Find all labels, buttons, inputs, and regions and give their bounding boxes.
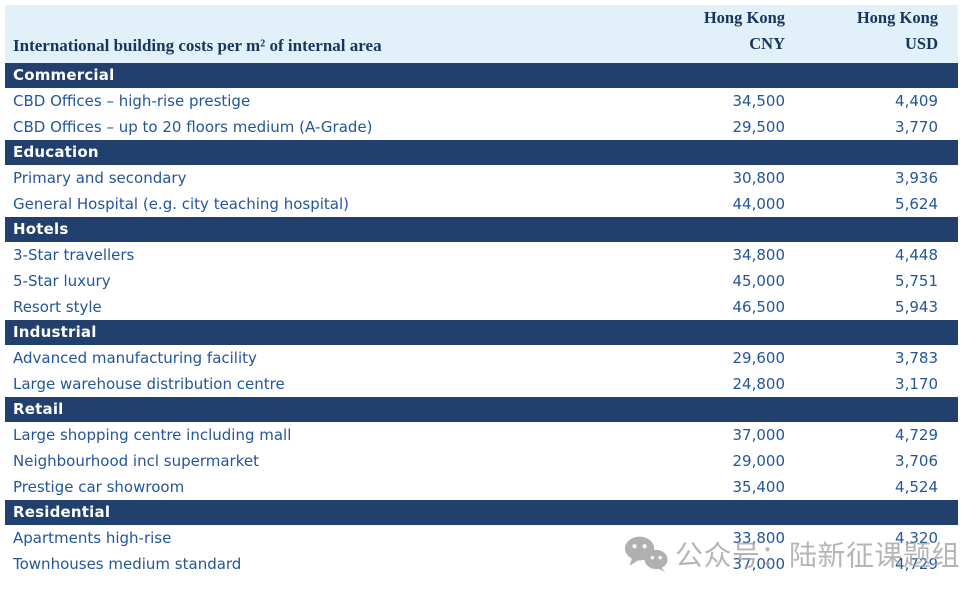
row-label: Apartments high-rise xyxy=(5,525,627,552)
row-usd-value: 5,624 xyxy=(787,191,958,218)
section-title: Industrial xyxy=(5,320,958,346)
table-row: 5-Star luxury 45,000 5,751 xyxy=(5,268,958,295)
table-row: Advanced manufacturing facility 29,600 3,7… xyxy=(5,345,958,372)
section-title: Hotels xyxy=(5,217,958,243)
row-label: Advanced manufacturing facility xyxy=(5,345,627,372)
column-region-label: Hong Kong xyxy=(703,8,785,27)
section-header-row: Retail xyxy=(5,397,958,423)
row-cny-value: 45,000 xyxy=(627,268,787,295)
column-currency-label: USD xyxy=(904,33,938,53)
row-cny-value: 37,000 xyxy=(627,422,787,449)
section-header-row: Residential xyxy=(5,500,958,526)
row-usd-value: 4,524 xyxy=(787,474,958,501)
row-cny-value: 24,800 xyxy=(627,371,787,398)
row-usd-value: 4,409 xyxy=(787,88,958,115)
row-usd-value: 3,706 xyxy=(787,448,958,475)
row-label: Resort style xyxy=(5,294,627,321)
row-cny-value: 30,800 xyxy=(627,165,787,192)
table-row: General Hospital (e.g. city teaching hos… xyxy=(5,191,958,218)
table-row: CBD Offices – high-rise prestige 34,500 4,… xyxy=(5,88,958,115)
row-usd-value: 4,729 xyxy=(787,551,958,578)
section-header-row: Education xyxy=(5,140,958,166)
row-usd-value: 3,936 xyxy=(787,165,958,192)
row-usd-value: 4,729 xyxy=(787,422,958,449)
row-usd-value: 4,320 xyxy=(787,525,958,552)
row-cny-value: 33,800 xyxy=(627,525,787,552)
table-row: Apartments high-rise 33,800 4,320 xyxy=(5,525,958,552)
row-usd-value: 3,783 xyxy=(787,345,958,372)
section-header-row: Hotels xyxy=(5,217,958,243)
row-cny-value: 29,500 xyxy=(627,114,787,141)
row-usd-value: 3,770 xyxy=(787,114,958,141)
row-label: Townhouses medium standard xyxy=(5,551,627,578)
table-row: Large shopping centre including mall 37,0… xyxy=(5,422,958,449)
row-label: Primary and secondary xyxy=(5,165,627,192)
row-cny-value: 35,400 xyxy=(627,474,787,501)
row-usd-value: 4,448 xyxy=(787,242,958,269)
table-row: CBD Offices – up to 20 floors medium (A-… xyxy=(5,114,958,141)
row-label: CBD Offices – up to 20 floors medium (A-… xyxy=(5,114,627,141)
building-costs-panel: International building costs per m² of i… xyxy=(5,5,958,578)
table-row: Neighbourhood incl supermarket 29,000 3,70… xyxy=(5,448,958,475)
row-usd-value: 3,170 xyxy=(787,371,958,398)
section-header-row: Industrial xyxy=(5,320,958,346)
section-title: Residential xyxy=(5,500,958,526)
section-header-row: Commercial xyxy=(5,63,958,89)
table-header-row: International building costs per m² of i… xyxy=(5,5,958,64)
row-cny-value: 29,000 xyxy=(627,448,787,475)
table-row: 3-Star travellers 34,800 4,448 xyxy=(5,242,958,269)
table-row: Townhouses medium standard 37,000 4,729 xyxy=(5,551,958,578)
table-row: Prestige car showroom 35,400 4,524 xyxy=(5,474,958,501)
row-usd-value: 5,751 xyxy=(787,268,958,295)
column-currency-label: CNY xyxy=(749,33,785,53)
section-title: Commercial xyxy=(5,63,958,89)
column-header-usd: Hong Kong USD xyxy=(787,5,958,64)
row-usd-value: 5,943 xyxy=(787,294,958,321)
row-cny-value: 34,500 xyxy=(627,88,787,115)
table-row: Large warehouse distribution centre 24,80… xyxy=(5,371,958,398)
row-cny-value: 46,500 xyxy=(627,294,787,321)
row-cny-value: 29,600 xyxy=(627,345,787,372)
row-cny-value: 37,000 xyxy=(627,551,787,578)
row-label: 5-Star luxury xyxy=(5,268,627,295)
row-label: Large warehouse distribution centre xyxy=(5,371,627,398)
table-row: Primary and secondary 30,800 3,936 xyxy=(5,165,958,192)
building-costs-table: International building costs per m² of i… xyxy=(5,5,958,578)
row-label: General Hospital (e.g. city teaching hos… xyxy=(5,191,627,218)
row-label: CBD Offices – high-rise prestige xyxy=(5,88,627,115)
row-label: Prestige car showroom xyxy=(5,474,627,501)
row-label: Large shopping centre including mall xyxy=(5,422,627,449)
row-cny-value: 44,000 xyxy=(627,191,787,218)
row-label: Neighbourhood incl supermarket xyxy=(5,448,627,475)
row-cny-value: 34,800 xyxy=(627,242,787,269)
row-label: 3-Star travellers xyxy=(5,242,627,269)
table-row: Resort style 46,500 5,943 xyxy=(5,294,958,321)
column-header-cny: Hong Kong CNY xyxy=(627,5,787,64)
section-title: Retail xyxy=(5,397,958,423)
section-title: Education xyxy=(5,140,958,166)
column-region-label: Hong Kong xyxy=(856,8,938,27)
table-body: Commercial CBD Offices – high-rise presti… xyxy=(5,63,958,578)
table-title: International building costs per m² of i… xyxy=(5,5,627,64)
